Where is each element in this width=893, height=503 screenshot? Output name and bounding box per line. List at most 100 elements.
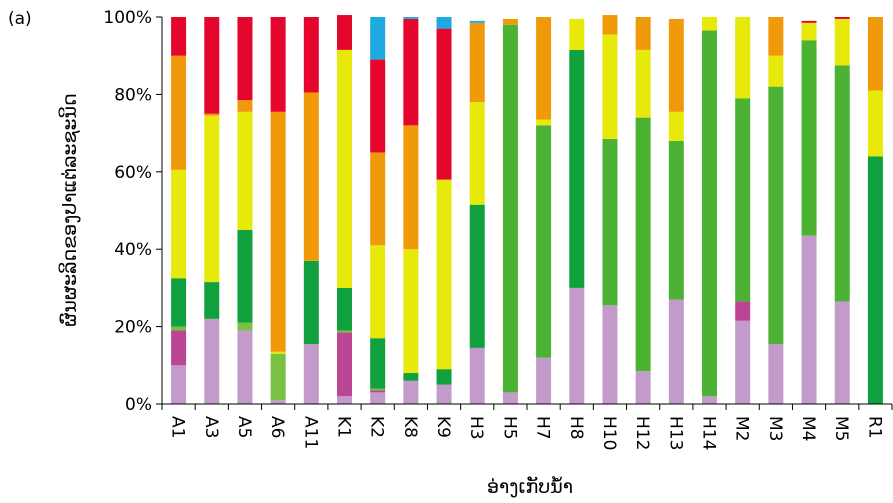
bar-segment-K1-s1 [337,396,352,404]
bar-segment-A11-s8 [303,17,319,93]
bar-segment-A5-s1 [237,330,253,404]
bar-segment-K8-s1 [403,380,419,404]
bar-segment-M4-s6 [801,22,817,41]
bar-segment-K8-s8 [403,18,419,126]
bar-segment-H3-s6 [469,102,485,205]
bar-segment-K2-s5 [370,338,386,389]
bar-segment-H5-s4 [502,24,518,393]
x-tick-label-M5: M5 [831,416,851,441]
bar-segment-A5-s8 [237,17,253,101]
bar-segment-M5-s1 [834,301,850,404]
bar-segment-A6-s7 [270,111,286,352]
bar-segment-H12-s6 [635,49,651,118]
bar-segment-A5-s5 [237,229,253,323]
x-tick-label-H10: H10 [599,416,619,450]
y-tick-label: 60% [114,163,152,183]
x-tick-label-H13: H13 [665,416,685,450]
bar-segment-A1-s3 [171,326,187,331]
bar-segment-K1-s3 [337,330,352,333]
y-axis-title: ຜົນຜະລິດຂອງປາແຕ່ລະຊະນິດ [57,93,81,326]
y-tick-label: 40% [114,240,152,260]
bar-segment-H7-s6 [536,119,552,126]
bar-segment-H7-s4 [536,125,552,358]
bar-segment-K2-s1 [370,392,386,404]
bar-segment-A3-s7 [204,113,220,116]
bar-segment-M3-s4 [768,86,784,345]
bar-segment-H3-s7 [469,22,485,103]
bar-segment-K2-s7 [370,152,386,246]
y-ticks-group: 0% 20% 40% 60% 80% 100% [103,8,162,415]
bar-segment-A1-s8 [171,17,187,56]
x-tick-label-H5: H5 [499,416,519,440]
bar-segment-A3-s6 [204,115,220,283]
bar-segment-K2-s2 [370,390,386,393]
bar-segment-H5-s1 [502,392,518,404]
bar-segment-A11-s5 [303,260,319,345]
bar-segment-A3-s1 [204,318,220,404]
bar-segment-K1-s6 [337,49,352,288]
bar-segment-R1-s7 [867,17,883,91]
x-tick-label-A3: A3 [201,416,221,438]
bar-segment-A5-s7 [237,100,253,112]
bar-segment-K1-s2 [337,332,352,397]
x-tick-label-A11: A11 [300,416,320,449]
x-tick-label-K2: K2 [367,416,387,438]
panel-label: (a) [8,9,32,29]
x-tick-label-K9: K9 [433,416,453,438]
bar-segment-H13-s1 [668,299,684,404]
bar-segment-M2-s1 [735,320,751,404]
x-tick-label-K8: K8 [400,416,420,438]
bar-segment-H10-s6 [602,34,618,139]
bar-segment-M3-s1 [768,344,784,404]
x-tick-label-M4: M4 [798,416,818,441]
x-axis-title: ອ່າງເກັບນ້ຳ [487,475,573,498]
bar-segment-H3-s1 [469,347,485,404]
bar-segment-M5-s6 [834,18,850,66]
bar-segment-K1-s5 [337,287,352,331]
bar-segment-H14-s4 [702,30,717,397]
x-tick-label-M3: M3 [765,416,785,441]
bar-segment-A1-s6 [171,169,187,279]
bar-segment-H7-s1 [536,357,552,404]
bar-segment-A3-s5 [204,282,220,319]
bar-segment-K9-s9 [436,17,452,29]
y-tick-label: 20% [114,318,152,338]
bar-segment-A11-s7 [303,92,319,261]
bar-segment-M4-s1 [801,235,817,404]
x-tick-label-H8: H8 [566,416,586,440]
bar-segment-A5-s6 [237,111,253,230]
bar-segment-K8-s5 [403,373,419,381]
x-ticks-group: A1 A3 A5 A6 A11 K1 K2 K8 K9 H3 H5 H7 H8 H10 H12 H13 H14 M… [161,404,893,450]
x-tick-label-A6: A6 [267,416,287,438]
bar-segment-K9-s1 [436,384,452,404]
bar-segment-K2-s9 [370,17,386,60]
x-tick-label-H12: H12 [632,416,652,450]
bar-segment-A6-s3 [270,353,286,401]
x-tick-label-A5: A5 [234,416,254,438]
x-tick-label-M2: M2 [732,416,752,441]
bar-segment-H10-s4 [602,138,618,306]
bar-segment-A1-s7 [171,55,187,170]
bar-segment-K9-s8 [436,28,452,180]
x-tick-label-H14: H14 [699,416,719,450]
bar-segment-H8-s5 [569,49,585,288]
bar-segment-H13-s7 [668,18,684,112]
bar-segment-H8-s1 [569,287,585,404]
bar-segment-R1-s5 [867,156,883,404]
bar-segment-A11-s1 [303,344,319,404]
x-tick-label-H3: H3 [466,416,486,440]
bar-segment-H5-s7 [502,18,518,25]
bar-segment-K2-s6 [370,245,386,339]
bar-segment-M2-s2 [735,301,751,321]
bar-segment-H12-s1 [635,371,651,404]
x-tick-label-K1: K1 [334,416,354,438]
bar-segment-H12-s4 [635,117,651,372]
bar-segment-M2-s4 [735,98,751,302]
bar-segment-K2-s8 [370,59,386,153]
bar-segment-M4-s8 [801,20,817,23]
bar-segment-M5-s8 [834,17,850,19]
bar-segment-R1-s6 [867,90,883,157]
x-tick-label-A1: A1 [168,416,188,438]
y-tick-label: 100% [103,8,152,28]
bar-segment-H3-s9 [469,20,485,23]
